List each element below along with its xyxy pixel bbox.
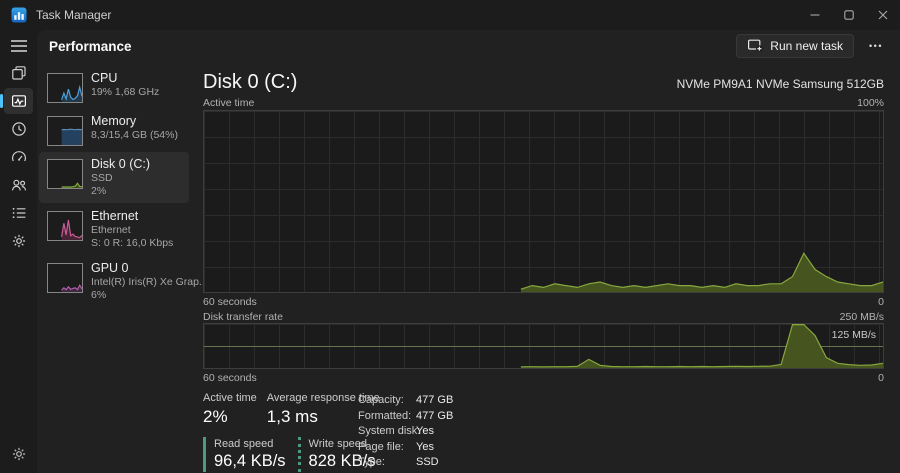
minimize-button[interactable]: [798, 0, 832, 30]
maximize-button[interactable]: [832, 0, 866, 30]
hamburger-icon: [10, 39, 28, 53]
property-row: Formatted: 477 GB: [358, 409, 454, 422]
chart1-x-right: 0: [878, 295, 884, 308]
chart1-max-label: 100%: [857, 96, 884, 109]
sidebar-item-app-history[interactable]: [4, 116, 33, 142]
run-new-task-label: Run new task: [770, 39, 843, 53]
cpu-mini-chart: [47, 73, 83, 103]
chart1-xaxis-row: 60 seconds 0: [203, 295, 884, 308]
sidebar-item-performance[interactable]: [0, 88, 33, 114]
gauge-icon: [11, 149, 27, 165]
sidebar-item-services[interactable]: [4, 228, 33, 254]
page-title: Performance: [49, 38, 132, 54]
perf-item-sub: Intel(R) Iris(R) Xe Grap...: [91, 276, 208, 288]
chart1-label: Active time: [203, 96, 255, 109]
perf-item-title: GPU 0: [91, 261, 129, 275]
services-gear-icon: [11, 233, 27, 249]
perf-item-cpu[interactable]: CPU 19% 1,68 GHz: [39, 66, 189, 108]
perf-item-sub: Ethernet: [91, 224, 131, 236]
perf-item-gpu[interactable]: GPU 0 Intel(R) Iris(R) Xe Grap... 6%: [39, 256, 208, 307]
stats-block: Active time 2% Average response time 1,3…: [203, 392, 884, 473]
ethernet-mini-chart: [47, 211, 83, 241]
property-row: Page file: Yes: [358, 440, 434, 453]
nav-items: [0, 60, 33, 254]
perf-item-sub: 19% 1,68 GHz: [91, 86, 160, 98]
disk-detail-pane: Disk 0 (C:) NVMe PM9A1 NVMe Samsung 512G…: [203, 30, 884, 473]
perf-item-disk[interactable]: Disk 0 (C:) SSD 2%: [39, 152, 189, 203]
processes-icon: [11, 65, 27, 81]
detail-title: Disk 0 (C:): [203, 71, 298, 93]
chart1-x-left: 60 seconds: [203, 295, 257, 308]
users-icon: [11, 177, 27, 193]
stat-read-speed: Read speed 96,4 KB/s: [203, 437, 286, 472]
perf-item-ethernet[interactable]: Ethernet Ethernet S: 0 R: 16,0 Kbps: [39, 204, 189, 255]
settings-gear-icon: [11, 446, 27, 462]
menu-toggle-button[interactable]: [4, 33, 33, 59]
settings-button[interactable]: [4, 441, 33, 467]
header-actions: Run new task •••: [736, 34, 890, 58]
sidebar-item-users[interactable]: [4, 172, 33, 198]
perf-item-title: Memory: [91, 114, 137, 128]
stat-avg-response-time: Average response time 1,3 ms: [266, 392, 380, 426]
gpu-mini-chart: [47, 263, 83, 293]
perf-item-sub2: 2%: [91, 185, 107, 197]
stat-write-speed: Write speed 828 KB/s: [297, 437, 376, 472]
chart2-label: Disk transfer rate: [203, 310, 283, 323]
chart1-scale-row: Active time 100%: [203, 96, 884, 109]
performance-icon: [11, 93, 27, 109]
chart2-x-left: 60 seconds: [203, 371, 257, 384]
transfer-rate-plot: [204, 324, 883, 368]
content-panel: Performance Run new task •••: [37, 30, 900, 473]
titlebar: Task Manager: [0, 0, 900, 30]
detail-header: Disk 0 (C:) NVMe PM9A1 NVMe Samsung 512G…: [203, 66, 884, 94]
property-row: System disk:Yes: [358, 425, 434, 437]
list-icon: [11, 205, 27, 221]
selected-indicator: [0, 94, 3, 108]
property-row: Type: SSD: [358, 456, 439, 468]
task-manager-app-icon: [11, 7, 27, 23]
perf-item-sub: SSD: [91, 172, 113, 184]
chart2-max-label: 250 MB/s: [839, 310, 884, 323]
page-header: Performance Run new task •••: [37, 30, 900, 62]
device-name: NVMe PM9A1 NVMe Samsung 512GB: [676, 77, 884, 91]
run-new-task-button[interactable]: Run new task: [736, 34, 854, 58]
perf-item-memory[interactable]: Memory 8,3/15,4 GB (54%): [39, 109, 189, 151]
perf-item-title: Ethernet: [91, 209, 139, 223]
caption-buttons: [798, 0, 900, 30]
more-options-button[interactable]: •••: [862, 34, 890, 58]
sidebar-item-processes[interactable]: [4, 60, 33, 86]
transfer-rate-chart: 125 MB/s: [203, 323, 884, 369]
history-clock-icon: [11, 121, 27, 137]
midline-gridline: [204, 346, 883, 347]
disk-properties: Capacity: 477 GB Formatted: 477 GB System …: [358, 393, 453, 471]
stat-active-time: Active time 2%: [203, 392, 257, 426]
close-button[interactable]: [866, 0, 900, 30]
perf-item-sub2: 6%: [91, 289, 107, 301]
perf-item-title: CPU: [91, 71, 118, 85]
chart2-xaxis-row: 60 seconds 0: [203, 371, 884, 384]
chart2-x-right: 0: [878, 371, 884, 384]
perf-item-sub: 8,3/15,4 GB (54%): [91, 129, 178, 141]
performance-list: CPU 19% 1,68 GHz Memory 8,3/15,4 GB (54%…: [39, 66, 208, 308]
chart2-scale-row: Disk transfer rate 250 MB/s: [203, 310, 884, 323]
property-row: Capacity: 477 GB: [358, 394, 454, 406]
nav-rail: [0, 30, 37, 473]
disk-mini-chart: [47, 159, 83, 189]
new-task-icon: [747, 37, 764, 56]
memory-mini-chart: [47, 116, 83, 146]
window-title: Task Manager: [36, 8, 112, 22]
perf-item-sub2: S: 0 R: 16,0 Kbps: [91, 237, 174, 249]
perf-item-title: Disk 0 (C:): [91, 157, 151, 171]
mid-scale-label: 125 MB/s: [831, 329, 876, 341]
sidebar-item-startup-apps[interactable]: [4, 144, 33, 170]
active-time-chart: [203, 110, 884, 293]
sidebar-item-details[interactable]: [4, 200, 33, 226]
